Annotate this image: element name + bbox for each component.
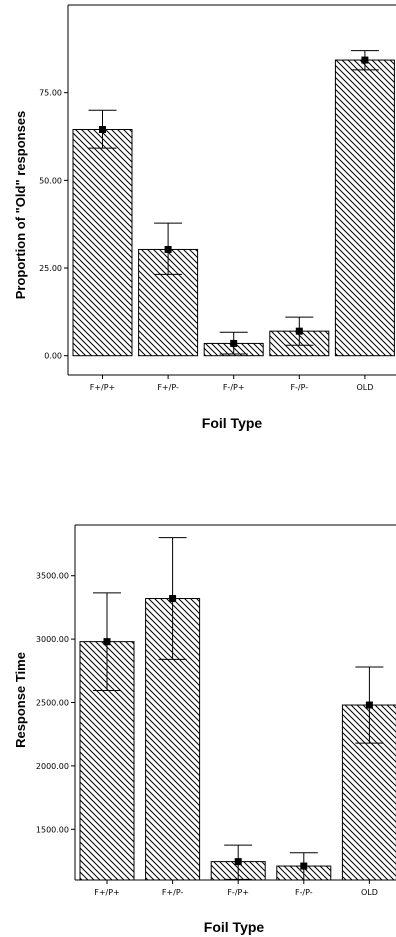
chart2-y-axis-label: Response Time bbox=[13, 652, 28, 748]
y-tick-label: 2500.00 bbox=[36, 699, 69, 708]
x-tick-label: OLD bbox=[356, 383, 373, 392]
chart2-x-axis-label: Foil Type bbox=[204, 919, 265, 935]
y-tick-label: 2000.00 bbox=[36, 762, 69, 771]
y-tick-label: 50.00 bbox=[39, 176, 62, 185]
chart-proportion: 0.00 25.00 50.00 75.00 F+/P+ F+/P- F-/P+ F-/P-… bbox=[13, 5, 396, 431]
x-tick-label: F-/P+ bbox=[223, 383, 245, 392]
mean-marker bbox=[296, 328, 303, 335]
mean-marker bbox=[300, 863, 307, 870]
y-tick-label: 3500.00 bbox=[36, 572, 69, 581]
y-tick-label: 3000.00 bbox=[36, 635, 69, 644]
y-tick-label: 0.00 bbox=[44, 352, 62, 361]
mean-marker bbox=[169, 595, 176, 602]
x-tick-label: F+/P- bbox=[162, 888, 184, 897]
x-tick-label: F-/P- bbox=[290, 383, 308, 392]
bar-f-p- bbox=[73, 130, 132, 356]
chart1-x-axis-label: Foil Type bbox=[202, 415, 263, 431]
bar-old bbox=[335, 60, 394, 356]
chart1-x-ticks: F+/P+ F+/P- F-/P+ F-/P- OLD bbox=[90, 375, 374, 392]
chart2-y-ticks: 1500.00 2000.00 2500.00 3000.00 3500.00 bbox=[36, 572, 75, 835]
x-tick-label: OLD bbox=[361, 888, 378, 897]
x-tick-label: F-/P+ bbox=[227, 888, 249, 897]
x-tick-label: F-/P- bbox=[295, 888, 313, 897]
mean-marker bbox=[366, 702, 373, 709]
chart-response-time: 1500.00 2000.00 2500.00 3000.00 3500.00 F+/P… bbox=[13, 525, 396, 935]
mean-marker bbox=[99, 126, 106, 133]
y-tick-label: 25.00 bbox=[39, 264, 62, 273]
mean-marker bbox=[235, 858, 242, 865]
chart1-y-axis-label: Proportion of "Old" responses bbox=[13, 111, 28, 300]
x-tick-label: F+/P+ bbox=[94, 888, 120, 897]
mean-marker bbox=[361, 57, 368, 64]
chart1-y-ticks: 0.00 25.00 50.00 75.00 bbox=[39, 89, 68, 361]
chart2-x-ticks: F+/P+ F+/P- F-/P+ F-/P- OLD bbox=[94, 880, 378, 897]
mean-marker bbox=[165, 246, 172, 253]
x-tick-label: F+/P- bbox=[157, 383, 179, 392]
chart2-errorbars bbox=[93, 538, 383, 880]
x-tick-label: F+/P+ bbox=[90, 383, 116, 392]
y-tick-label: 75.00 bbox=[39, 89, 62, 98]
mean-marker bbox=[230, 340, 237, 347]
mean-marker bbox=[104, 638, 111, 645]
y-tick-label: 1500.00 bbox=[36, 825, 69, 834]
chart1-bars bbox=[73, 60, 394, 356]
chart2-bars bbox=[80, 599, 396, 880]
